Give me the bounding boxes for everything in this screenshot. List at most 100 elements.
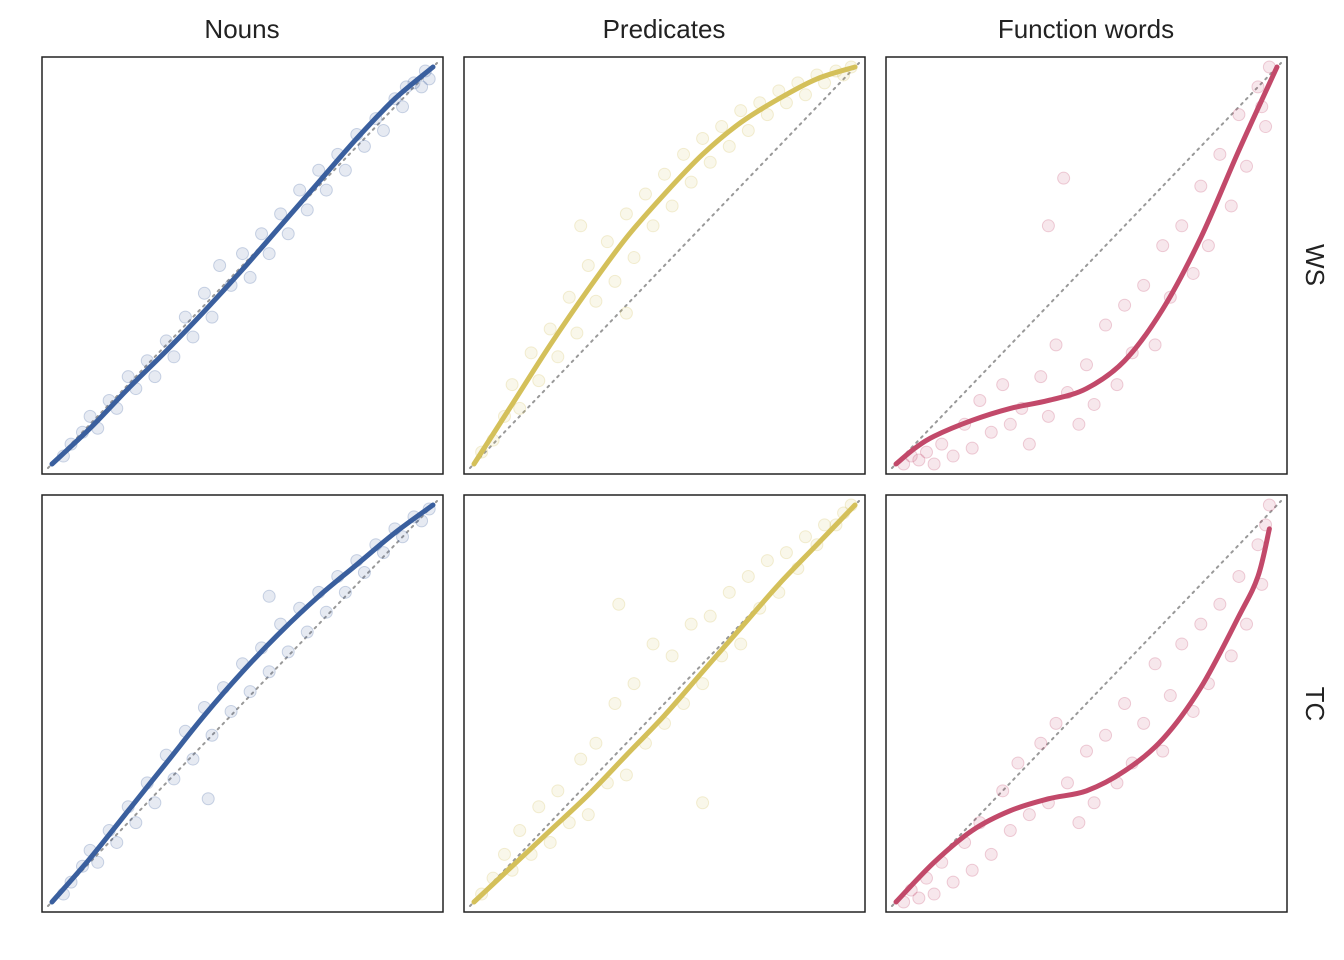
data-point [1057, 171, 1071, 185]
scatter-points [475, 498, 858, 901]
data-point [255, 227, 269, 241]
data-point [281, 645, 295, 659]
data-point [741, 569, 755, 583]
data-point [1080, 744, 1093, 758]
data-point [1148, 338, 1162, 352]
identity-reference-line [891, 62, 1282, 469]
data-point [396, 530, 410, 544]
data-point [658, 167, 671, 181]
data-point [1049, 716, 1063, 730]
panel-nouns-ws [41, 56, 444, 475]
fit-curve [471, 64, 858, 467]
data-point [984, 425, 998, 439]
data-point [338, 585, 352, 599]
data-point [946, 875, 960, 889]
panel-predicates-ws [463, 56, 866, 475]
data-point [262, 247, 276, 261]
data-point [236, 247, 249, 261]
data-point [1041, 409, 1055, 423]
fit-curve [471, 502, 858, 905]
panel-predicates-tc [463, 494, 866, 913]
data-point [505, 378, 519, 392]
data-point [612, 597, 626, 611]
data-point [205, 310, 219, 324]
scatter-points [475, 60, 858, 459]
data-point [300, 625, 314, 639]
data-point [608, 697, 622, 710]
data-point [734, 637, 748, 651]
data-point [497, 847, 511, 861]
data-point [262, 589, 276, 603]
data-point [684, 617, 698, 631]
identity-reference-line [469, 500, 860, 907]
column-title-function-words: Function words [998, 14, 1174, 44]
data-point [581, 259, 595, 272]
data-point [996, 378, 1010, 392]
data-point [1148, 657, 1162, 671]
panel-frame [885, 494, 1288, 913]
column-title-predicates: Predicates [603, 14, 726, 44]
data-point [1034, 370, 1048, 384]
data-point [1232, 108, 1246, 122]
data-point [1087, 796, 1101, 810]
data-point [912, 891, 926, 905]
data-point [1213, 147, 1227, 161]
data-point [965, 441, 979, 455]
data-point [1240, 617, 1254, 631]
data-point [1156, 239, 1170, 253]
data-point [600, 235, 614, 249]
data-point [1251, 80, 1265, 94]
data-point [148, 370, 162, 384]
data-point [627, 677, 641, 691]
data-point [1041, 219, 1055, 233]
data-point [1049, 338, 1063, 352]
data-point [110, 835, 124, 849]
data-point [201, 792, 215, 806]
data-point [319, 183, 333, 197]
data-point [148, 796, 162, 810]
data-point [1087, 397, 1101, 411]
data-point [1003, 824, 1017, 838]
fit-curve [893, 64, 1280, 467]
row-title-tc: TC [1300, 687, 1330, 722]
data-point [1194, 179, 1208, 193]
data-point [1022, 808, 1036, 822]
data-point [1240, 159, 1254, 173]
identity-reference-line [47, 62, 438, 469]
data-point [83, 409, 97, 423]
data-point [243, 270, 257, 284]
data-point [376, 546, 390, 560]
data-point [562, 816, 576, 830]
column-title-nouns: Nouns [204, 14, 279, 44]
data-point [1099, 318, 1113, 332]
data-point [927, 887, 941, 901]
data-point [281, 227, 295, 241]
data-point [1194, 617, 1208, 631]
data-point [984, 847, 998, 861]
data-point [224, 704, 238, 718]
panel-frame [41, 56, 444, 475]
facet-panels [41, 56, 1288, 913]
data-point [300, 203, 314, 217]
data-point [186, 752, 200, 766]
data-point [524, 346, 538, 360]
data-point [734, 104, 748, 118]
data-point [973, 393, 987, 407]
data-point [996, 784, 1010, 798]
panel-function-words-tc [885, 494, 1288, 913]
data-point [1011, 756, 1025, 770]
data-point [619, 768, 633, 782]
data-point [619, 207, 633, 221]
data-point [532, 374, 546, 388]
data-point [1213, 597, 1227, 611]
data-point [338, 163, 352, 177]
data-point [562, 290, 576, 304]
data-point [513, 401, 527, 415]
data-point [357, 139, 371, 153]
data-point [376, 124, 390, 138]
data-point [532, 800, 546, 814]
data-point [319, 605, 333, 619]
panel-frame [463, 494, 866, 913]
data-point [543, 322, 557, 336]
